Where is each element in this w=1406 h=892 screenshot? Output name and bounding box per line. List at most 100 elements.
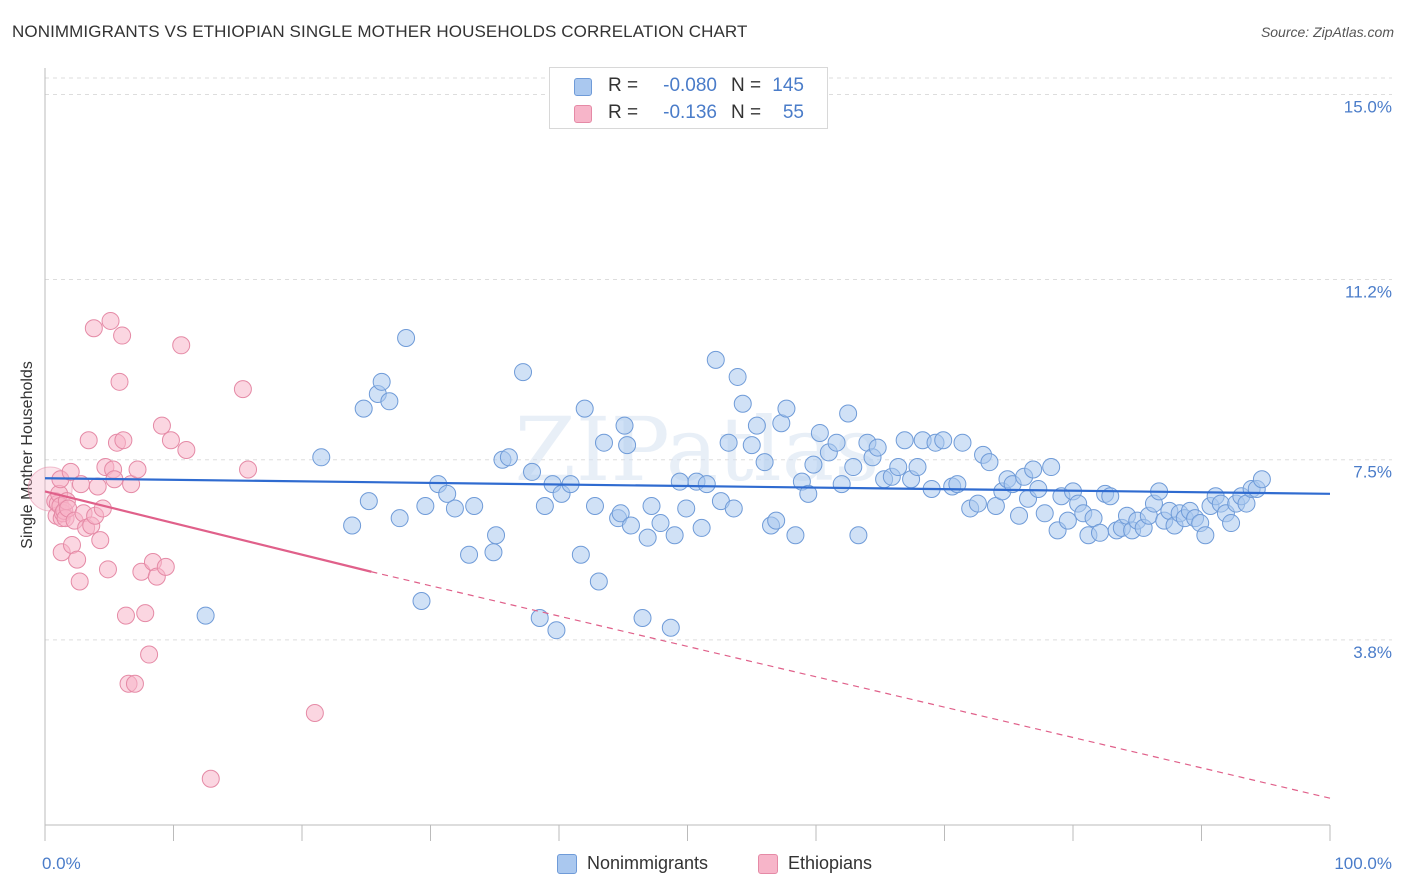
nonimmigrants-point <box>575 399 594 418</box>
nonimmigrants-point <box>706 350 725 369</box>
nonimmigrants-point <box>465 497 484 516</box>
nonimmigrants-point <box>804 455 823 474</box>
nonimmigrants-point <box>953 433 972 452</box>
ethiopians-point <box>113 326 132 345</box>
nonimmigrants-point <box>397 328 416 347</box>
n-value: 145 <box>772 75 804 96</box>
nonimmigrants-point <box>692 518 711 537</box>
nonimmigrants-point <box>651 514 670 533</box>
nonimmigrants-swatch <box>557 854 577 874</box>
nonimmigrants-point <box>380 392 399 411</box>
stats-row-ethiopians: R = -0.136 N = 55 <box>550 102 827 128</box>
nonimmigrants-point <box>868 438 887 457</box>
nonimmigrants-point <box>633 609 652 628</box>
nonimmigrants-point <box>416 497 435 516</box>
ethiopians-swatch <box>758 854 778 874</box>
nonimmigrants-point <box>724 499 743 518</box>
stats-legend: R = -0.080 N = 145 R = -0.136 N = 55 <box>549 67 828 129</box>
ethiopians-point <box>172 336 191 355</box>
y-tick-label: 15.0% <box>1344 97 1392 116</box>
nonimmigrants-point <box>642 497 661 516</box>
nonimmigrants-point <box>1252 470 1271 489</box>
bottom-legend: Nonimmigrants Ethiopians <box>0 853 1406 877</box>
nonimmigrants-point <box>839 404 858 423</box>
x-tick-label: 100.0% <box>1334 854 1392 873</box>
nonimmigrants-point <box>571 545 590 564</box>
tick-labels: 3.8% 7.5% 11.2% 15.0% 0.0% 100.0% <box>42 97 1392 873</box>
nonimmigrants-point <box>611 504 630 523</box>
nonimmigrants-point <box>777 399 796 418</box>
chart-title: NONIMMIGRANTS VS ETHIOPIAN SINGLE MOTHER… <box>12 22 748 41</box>
ethiopians-trend-extension <box>371 571 1331 799</box>
nonimmigrants-point <box>621 516 640 535</box>
nonimmigrants-point <box>354 399 373 418</box>
ethiopians-point <box>161 431 180 450</box>
ethiopians-point <box>84 319 103 338</box>
ethiopians-point <box>116 606 135 625</box>
nonimmigrants-point <box>799 484 818 503</box>
axes <box>44 68 1331 841</box>
nonimmigrants-point <box>810 423 829 442</box>
nonimmigrants-point <box>980 453 999 472</box>
ethiopians-point <box>110 372 129 391</box>
nonimmigrants-point <box>747 416 766 435</box>
ethiopians-swatch <box>574 105 592 123</box>
ethiopians-point <box>70 572 89 591</box>
trend-lines <box>44 477 1331 799</box>
nonimmigrants-point <box>535 497 554 516</box>
ethiopians-point <box>128 460 147 479</box>
nonimmigrants-point <box>665 526 684 545</box>
y-tick-label: 3.8% <box>1353 643 1392 662</box>
nonimmigrants-point <box>827 433 846 452</box>
nonimmigrants-point <box>1222 514 1241 533</box>
r-value: -0.080 <box>663 75 717 96</box>
ethiopians-point <box>101 311 120 330</box>
legend-label: Ethiopians <box>788 853 873 873</box>
x-tick-label: 0.0% <box>42 854 81 873</box>
nonimmigrants-point <box>196 606 215 625</box>
nonimmigrants-point <box>390 509 409 528</box>
ethiopians-point <box>177 441 196 459</box>
y-tick-label: 11.2% <box>1345 283 1392 302</box>
ethiopians-trend-line <box>44 490 372 573</box>
nonimmigrants-point <box>755 453 774 472</box>
nonimmigrants-point <box>1024 460 1043 479</box>
nonimmigrants-point <box>895 431 914 450</box>
ethiopians-point <box>140 645 159 664</box>
nonimmigrants-point <box>589 572 608 591</box>
nonimmigrants-point <box>670 472 689 491</box>
nonimmigrants-point <box>618 436 637 455</box>
r-value: -0.136 <box>663 102 717 123</box>
ethiopians-point <box>305 703 324 722</box>
n-label: N = <box>731 102 762 123</box>
ethiopians-point <box>93 499 112 518</box>
nonimmigrants-point <box>832 475 851 494</box>
ethiopians-point <box>136 604 155 623</box>
nonimmigrants-point <box>615 416 634 435</box>
nonimmigrants-point <box>359 492 378 511</box>
nonimmigrants-point <box>908 458 927 477</box>
nonimmigrants-point <box>767 511 786 530</box>
n-label: N = <box>731 75 762 96</box>
nonimmigrants-point <box>1029 479 1048 498</box>
ethiopians-point <box>239 460 258 479</box>
nonimmigrants-point <box>499 448 518 467</box>
ethiopians-point <box>114 431 133 450</box>
ethiopians-point <box>233 380 252 399</box>
nonimmigrants-point <box>661 618 680 637</box>
ethiopians-point <box>88 477 107 496</box>
nonimmigrants-swatch <box>574 78 592 96</box>
ethiopians-point <box>68 550 87 569</box>
r-label: R = <box>608 102 639 123</box>
nonimmigrants-point <box>1196 526 1215 545</box>
n-value: 55 <box>782 102 804 123</box>
ethiopians-point <box>98 560 117 579</box>
nonimmigrants-point <box>594 433 613 452</box>
nonimmigrants-point <box>742 436 761 455</box>
ethiopians-point <box>91 531 110 550</box>
nonimmigrants-point <box>733 394 752 413</box>
nonimmigrants-point <box>786 526 805 545</box>
nonimmigrants-point <box>484 543 503 562</box>
nonimmigrants-point <box>889 458 908 477</box>
nonimmigrants-point <box>677 499 696 518</box>
